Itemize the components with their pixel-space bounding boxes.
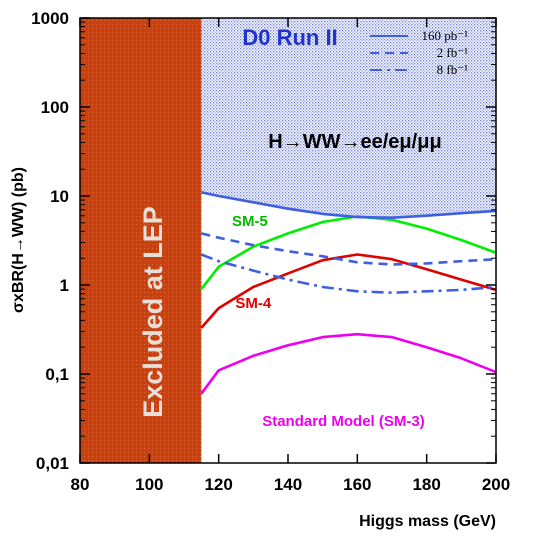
x-tick-label: 100 [135,475,163,494]
chart-title: D0 Run II [242,25,337,50]
x-tick-label: 80 [71,475,90,494]
y-axis-label: σxBR(H→WW) (pb) [10,167,27,313]
x-tick-label: 140 [274,475,302,494]
series-line-0 [200,332,496,395]
series-line-4 [200,232,496,266]
limit-fill-region [201,18,496,218]
y-tick-label: 100 [41,98,69,117]
x-tick-label: 160 [343,475,371,494]
annotation-0: SM-5 [232,213,268,230]
annotation-1: SM-4 [235,295,271,312]
y-tick-label: 1 [60,276,69,295]
legend-label-0: 160 pb⁻¹ [421,28,468,43]
excluded-region-label: Excluded at LEP [138,206,168,418]
series-line-3 [201,191,496,219]
legend-label-1: 2 fb⁻¹ [437,45,468,60]
chart-subtitle: H→WW→ee/eμ/μμ [268,131,441,153]
axes: 80 100 120 140 160 180 200 1000 100 10 1 0,1 0,01 [31,9,510,494]
x-tick-label: 200 [482,475,510,494]
legend: 160 pb⁻¹ 2 fb⁻¹ 8 fb⁻¹ [370,28,468,77]
x-tick-label: 120 [204,475,232,494]
y-tick-label: 10 [50,187,69,206]
x-tick-label: 180 [412,475,440,494]
x-axis-label: Higgs mass (GeV) [359,513,496,530]
legend-label-2: 8 fb⁻¹ [437,62,468,77]
excluded-region [80,18,202,463]
plot-area [80,18,496,463]
annotations: SM-5 SM-4 Standard Model (SM-3) [232,213,425,430]
series-line-1 [200,253,496,329]
series-line-5 [200,253,496,295]
annotation-2: Standard Model (SM-3) [262,413,425,430]
series-line-2 [200,215,496,290]
y-tick-label: 0,1 [45,365,69,384]
y-tick-label: 1000 [31,9,69,28]
y-tick-label: 0,01 [36,454,69,473]
